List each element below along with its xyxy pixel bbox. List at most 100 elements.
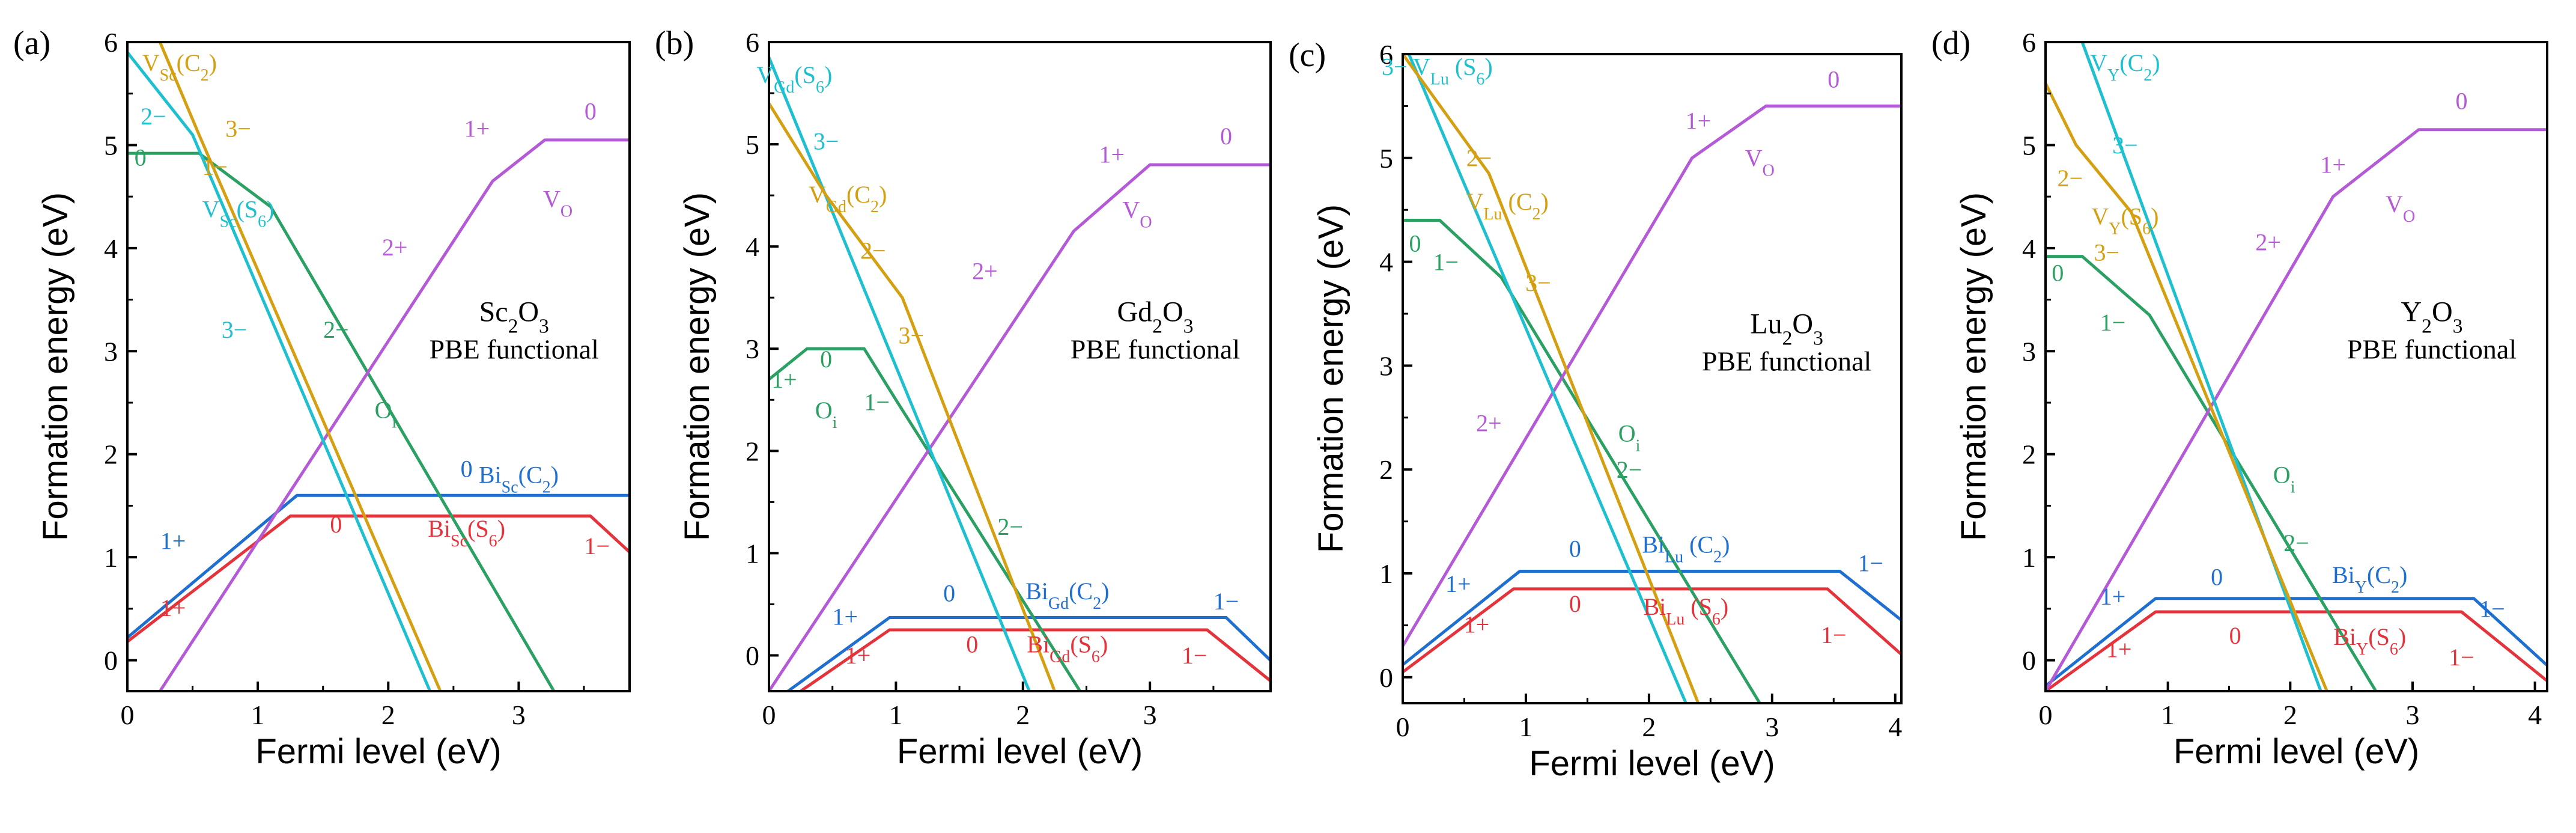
- charge-state-label: Oi: [1618, 420, 1641, 456]
- series-line-o-i: [769, 347, 1082, 691]
- charge-state-label: 2−: [1617, 456, 1642, 483]
- charge-state-label: 3−: [1525, 269, 1551, 296]
- y-tick-label: 5: [104, 130, 118, 160]
- charge-state-label: 2−: [141, 103, 166, 130]
- charge-state-label: 3−: [898, 322, 924, 349]
- panel-label: (c): [1289, 37, 1326, 74]
- charge-state-label: 2+: [972, 258, 998, 285]
- charge-state-label: 1+: [160, 527, 186, 554]
- x-tick-label: 1: [889, 700, 903, 730]
- charge-state-label: 2−: [997, 513, 1023, 540]
- charge-state-label: 1−: [1182, 642, 1208, 669]
- y-tick-label: 2: [746, 436, 759, 466]
- charge-state-label: Oi: [2273, 462, 2295, 497]
- y-tick-label: 2: [2022, 439, 2036, 470]
- charge-state-label: 1−: [2100, 309, 2126, 336]
- charge-state-label: 1−: [2449, 644, 2474, 671]
- series-group: [2046, 42, 2547, 691]
- x-tick-label: 3: [512, 700, 526, 730]
- x-axis-label: Fermi level (eV): [897, 732, 1143, 771]
- charge-state-label: 0: [2211, 563, 2223, 590]
- charge-state-label: 2−: [1466, 145, 1492, 172]
- y-tick-label: 3: [746, 334, 759, 364]
- charge-state-label: 1+: [845, 642, 871, 669]
- charge-state-label: VLu (C2): [1466, 188, 1549, 224]
- plot-frame: [1402, 53, 1903, 704]
- x-tick-label: 0: [2039, 700, 2053, 730]
- series-line-o-i: [127, 151, 556, 691]
- series-line-v-o: [159, 138, 630, 691]
- charge-state-label: BiLu (S6): [1643, 593, 1728, 629]
- charge-state-label: 0: [1569, 590, 1581, 617]
- y-tick-label: 2: [104, 439, 118, 470]
- charge-state-label: VO: [2386, 191, 2415, 226]
- panel-b: 0 1 2 3 0 1 2 3 4 5 6 Fermi level (eV) Formation ene…: [655, 25, 1272, 771]
- charge-state-label: 3−: [225, 115, 251, 142]
- x-tick-label: 3: [1143, 700, 1157, 730]
- series-line-o-i: [2046, 255, 2378, 691]
- charge-state-label: VGd(C2): [809, 181, 887, 216]
- charge-state-label: 0: [943, 579, 955, 606]
- charge-state-label: 0: [585, 98, 597, 125]
- series-group: [1403, 54, 1901, 703]
- charge-state-label: 0: [2229, 622, 2241, 649]
- charge-state-label: 1−: [864, 388, 890, 415]
- y-tick-label: 3: [104, 336, 118, 367]
- panel-a: 0 1 2 3 0 1 2 3 4 5 6 Fermi level (eV) Formation ene…: [13, 25, 631, 771]
- plot-frame: [768, 41, 1272, 692]
- series-group: [769, 56, 1271, 691]
- x-tick-label: 0: [762, 700, 776, 730]
- charge-state-label: 1−: [1214, 588, 1239, 615]
- x-tick-label: 4: [2528, 700, 2542, 730]
- series-line-v-y-c2-: [2046, 82, 2328, 691]
- charge-state-label: 0: [1827, 66, 1839, 93]
- charge-state-label: 0: [330, 511, 342, 538]
- series-line-v-gd-s6-: [769, 56, 1031, 691]
- charge-state-label: VO: [543, 185, 573, 221]
- y-tick-label: 1: [104, 542, 118, 573]
- y-tick-label: 4: [1379, 247, 1393, 278]
- charge-state-label: BiGd(C2): [1025, 578, 1109, 613]
- charge-state-label: BiLu (C2): [1642, 531, 1730, 566]
- y-tick-label: 4: [746, 231, 759, 262]
- charge-state-label: 3−: [2094, 239, 2120, 266]
- charge-state-label: 0: [461, 455, 473, 482]
- charge-state-label: 1−: [2479, 596, 2505, 623]
- series-line-bi-y-c2-: [2046, 597, 2547, 688]
- charge-state-label: BiGd(S6): [1027, 630, 1108, 666]
- y-tick-label: 1: [1379, 558, 1393, 589]
- charge-state-label: 1+: [1464, 611, 1490, 638]
- charge-state-label: 2−: [2283, 529, 2309, 557]
- charge-state-label: BiSc(C2): [479, 462, 559, 497]
- y-tick-label: 6: [746, 27, 759, 58]
- charge-state-label: 1+: [771, 366, 797, 393]
- x-axis-label: Fermi level (eV): [2174, 732, 2419, 771]
- x-tick-label: 2: [1016, 700, 1030, 730]
- series-line-v-sc-c2-: [158, 42, 442, 691]
- x-tick-label: 0: [1396, 712, 1410, 742]
- y-tick-label: 2: [1379, 454, 1393, 485]
- y-tick-label: 6: [2022, 27, 2036, 58]
- charge-state-label: VY(S6): [2091, 203, 2158, 238]
- y-tick-label: 0: [104, 645, 118, 676]
- x-axis-label: Fermi level (eV): [1529, 744, 1775, 783]
- series-group: [127, 42, 630, 691]
- charge-state-label: 1+: [160, 594, 186, 621]
- charge-state-label: 1+: [464, 115, 490, 142]
- charge-state-label: 0: [2052, 260, 2064, 287]
- x-tick-label: 3: [1765, 712, 1779, 742]
- x-tick-label: 0: [121, 700, 135, 730]
- charge-state-label: 0: [966, 630, 978, 658]
- charge-state-label: Oi: [375, 397, 397, 432]
- charge-state-label: 1+: [1445, 570, 1471, 597]
- charge-state-label: BiY(C2): [2332, 561, 2407, 597]
- series-line-bi-gd-s6-: [800, 628, 1271, 691]
- series-line-v-o: [2046, 128, 2547, 691]
- charge-state-label: 3−: [222, 316, 248, 343]
- method-label: PBE functional: [1702, 346, 1871, 376]
- y-tick-label: 6: [104, 27, 118, 58]
- plot-frame: [2044, 41, 2548, 692]
- charge-state-label: VGd(S6): [756, 61, 832, 97]
- y-tick-label: 5: [2022, 130, 2036, 160]
- y-axis-label: Formation energy (eV): [1954, 192, 1993, 541]
